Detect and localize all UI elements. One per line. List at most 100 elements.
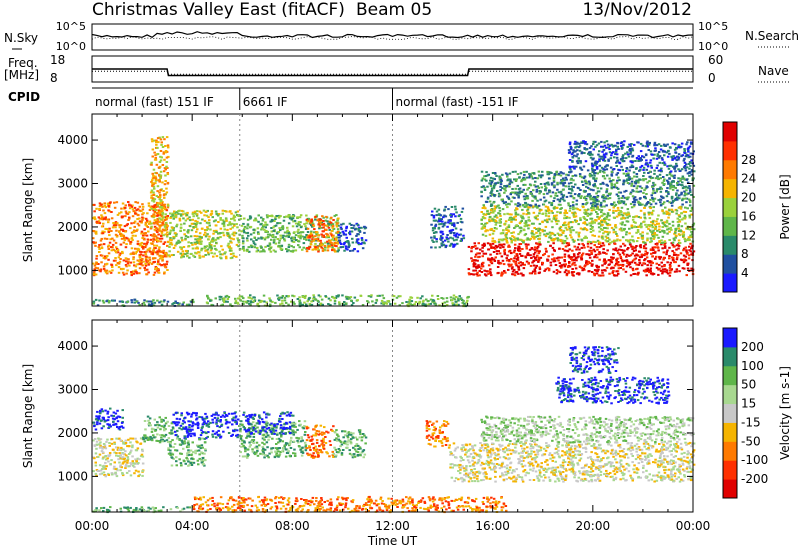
data-band xyxy=(167,209,240,260)
data-cell xyxy=(656,188,659,191)
data-cell xyxy=(674,197,678,200)
data-cell xyxy=(572,197,576,200)
data-cell xyxy=(152,273,156,276)
data-cell xyxy=(120,268,123,271)
data-cell xyxy=(591,169,594,172)
data-cell xyxy=(198,235,201,238)
data-cell xyxy=(525,213,528,216)
data-cell xyxy=(240,224,244,227)
data-cell xyxy=(474,253,478,256)
data-cell xyxy=(165,136,169,139)
data-cell xyxy=(597,222,601,225)
data-cell xyxy=(501,259,505,262)
data-cell xyxy=(315,238,318,241)
data-cell xyxy=(658,161,661,164)
data-cell xyxy=(677,223,680,226)
data-cell xyxy=(331,248,334,251)
data-cell xyxy=(549,234,552,237)
data-cell xyxy=(173,210,176,213)
data-cell xyxy=(153,238,156,241)
data-cell xyxy=(446,225,449,228)
data-cell xyxy=(601,251,605,254)
data-cell xyxy=(628,232,631,235)
data-cell xyxy=(557,191,561,194)
data-cell xyxy=(482,206,486,208)
data-cell xyxy=(159,176,162,179)
data-cell xyxy=(496,216,499,219)
data-cell xyxy=(482,245,486,247)
data-cell xyxy=(547,269,551,272)
data-cell xyxy=(313,228,316,231)
data-cell xyxy=(575,142,578,145)
data-cell xyxy=(223,252,226,255)
data-cell xyxy=(596,256,599,259)
data-cell xyxy=(141,205,145,208)
data-cell xyxy=(644,252,647,255)
data-cell xyxy=(152,221,156,224)
data-cell xyxy=(563,181,567,184)
data-cell xyxy=(543,269,546,272)
data-cell xyxy=(364,239,368,242)
data-cell xyxy=(539,198,542,201)
data-cell xyxy=(626,153,630,156)
data-cell xyxy=(489,242,492,245)
data-cell xyxy=(158,161,162,163)
data-cell xyxy=(649,272,653,275)
data-cell xyxy=(565,242,569,245)
data-cell xyxy=(259,223,262,226)
data-cell xyxy=(556,188,559,191)
data-cell xyxy=(535,242,538,245)
data-cell xyxy=(565,215,569,218)
data-cell xyxy=(525,204,528,207)
data-cell xyxy=(344,229,348,232)
data-cell xyxy=(156,263,160,266)
data-cell xyxy=(206,209,209,212)
data-cell xyxy=(531,172,534,175)
data-cell xyxy=(622,253,626,256)
data-cell xyxy=(556,181,559,184)
data-cell xyxy=(432,214,436,217)
data-cell xyxy=(526,197,530,200)
data-cell xyxy=(604,165,607,168)
data-cell xyxy=(582,206,585,208)
data-cell xyxy=(655,144,659,147)
data-cell xyxy=(623,224,627,227)
data-cell xyxy=(136,201,140,204)
data-cell xyxy=(102,209,105,212)
data-cell xyxy=(557,220,560,223)
data-cell xyxy=(127,219,130,221)
data-cell xyxy=(674,236,677,239)
data-cell xyxy=(515,271,519,273)
cpid-segments: normal (fast) 151 IF 6661 IF normal (fast)… xyxy=(95,88,519,110)
data-cell xyxy=(649,267,652,270)
data-cell xyxy=(649,159,653,162)
data-cell xyxy=(363,227,367,230)
data-cell xyxy=(515,178,518,181)
data-cell xyxy=(593,199,597,202)
data-cell xyxy=(684,240,687,243)
data-cell xyxy=(610,182,613,185)
data-cell xyxy=(280,234,283,237)
data-cell xyxy=(483,189,487,191)
data-cell xyxy=(653,234,656,237)
data-cell xyxy=(477,264,480,267)
data-cell xyxy=(663,163,666,166)
data-cell xyxy=(270,227,273,229)
data-cell xyxy=(499,176,502,179)
data-cell xyxy=(500,244,503,247)
data-cell xyxy=(650,164,653,167)
data-cell xyxy=(653,197,657,200)
data-cell xyxy=(583,175,587,178)
data-cell xyxy=(535,205,539,208)
data-cell xyxy=(665,269,669,272)
data-cell xyxy=(574,150,577,153)
data-cell xyxy=(602,232,605,235)
data-cell xyxy=(159,174,163,177)
data-cell xyxy=(609,267,613,270)
data-cell xyxy=(184,212,187,215)
data-cell xyxy=(162,249,165,252)
data-cell xyxy=(660,195,663,198)
data-cell xyxy=(553,257,556,260)
data-cell xyxy=(342,243,346,246)
data-cell xyxy=(581,141,585,144)
